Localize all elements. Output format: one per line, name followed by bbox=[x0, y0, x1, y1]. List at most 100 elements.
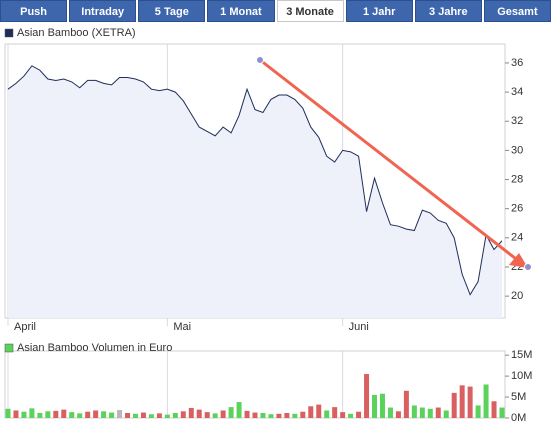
legend-swatch bbox=[4, 28, 14, 38]
volume-bar bbox=[332, 407, 338, 418]
volume-bar bbox=[93, 410, 99, 418]
volume-bar bbox=[372, 394, 378, 418]
plot-area bbox=[4, 350, 506, 419]
volume-bar bbox=[340, 412, 346, 418]
area-fill bbox=[8, 65, 502, 319]
y-tick-label: 28 bbox=[511, 173, 523, 185]
volume-bar bbox=[308, 406, 314, 418]
volume-bar bbox=[252, 412, 258, 418]
volume-bar bbox=[117, 410, 123, 418]
legend-label: Asian Bamboo (XETRA) bbox=[17, 27, 136, 39]
y-tick-label: 36 bbox=[511, 57, 523, 69]
volume-bar bbox=[85, 411, 91, 418]
y-tick-label: 26 bbox=[511, 203, 523, 215]
y-tick-label: 15M bbox=[511, 349, 532, 361]
volume-bar bbox=[475, 405, 481, 418]
volume-bar bbox=[364, 374, 370, 418]
volume-bar bbox=[244, 410, 250, 418]
volume-bar bbox=[292, 413, 298, 418]
volume-bar bbox=[276, 413, 282, 418]
y-tick-label: 32 bbox=[511, 115, 523, 127]
volume-bar bbox=[348, 413, 354, 418]
volume-bar bbox=[316, 404, 322, 418]
arrow-line bbox=[259, 58, 521, 264]
volume-bar bbox=[300, 411, 306, 418]
x-tick-label: Juni bbox=[349, 321, 369, 333]
volume-bar bbox=[411, 405, 417, 418]
volume-bar bbox=[196, 409, 202, 418]
volume-bar bbox=[451, 392, 457, 418]
volume-bar bbox=[443, 410, 449, 418]
volume-bar bbox=[29, 408, 35, 418]
volume-bar bbox=[220, 410, 226, 418]
volume-bar bbox=[395, 411, 401, 418]
volume-bar bbox=[37, 412, 43, 418]
tab[interactable]: Push bbox=[0, 0, 68, 22]
volume-bar bbox=[109, 412, 115, 418]
volume-bar bbox=[164, 414, 170, 418]
tab[interactable]: 5 Tage bbox=[138, 0, 206, 22]
legend-swatch bbox=[4, 343, 14, 353]
tab[interactable]: Gesamt bbox=[483, 0, 551, 22]
volume-bar bbox=[21, 411, 27, 418]
tab[interactable]: 1 Jahr bbox=[345, 0, 413, 22]
tab-bar: Push Intraday 5 Tage 1 Monat 3 Monate 1 … bbox=[0, 0, 551, 22]
volume-bar bbox=[356, 411, 362, 418]
y-tick-label: 5M bbox=[511, 391, 526, 403]
volume-bar bbox=[148, 414, 154, 418]
volume-bar bbox=[156, 413, 162, 418]
volume-bar bbox=[53, 410, 59, 418]
volume-bar bbox=[387, 407, 393, 418]
y-tick-label: 34 bbox=[511, 86, 523, 98]
x-tick-label: Mai bbox=[173, 321, 191, 333]
volume-bar bbox=[324, 410, 330, 418]
volume-bar bbox=[483, 384, 489, 418]
volume-bar bbox=[212, 413, 218, 418]
tab[interactable]: Intraday bbox=[69, 0, 137, 22]
volume-bar bbox=[284, 412, 290, 418]
tab-active[interactable]: 3 Monate bbox=[276, 0, 344, 22]
volume-bar bbox=[172, 412, 178, 418]
x-tick-label: April bbox=[14, 321, 36, 333]
arrow-head bbox=[509, 253, 528, 268]
arrow-handle bbox=[256, 56, 264, 64]
trend-arrow bbox=[256, 56, 532, 271]
volume-bar bbox=[499, 407, 505, 418]
volume-bar bbox=[491, 401, 497, 418]
volume-bar bbox=[125, 412, 131, 418]
volume-bar bbox=[467, 386, 473, 418]
volume-bar bbox=[132, 413, 138, 418]
volume-bar bbox=[403, 390, 409, 418]
y-tick-label: 24 bbox=[511, 232, 523, 244]
volume-bar bbox=[180, 411, 186, 418]
volume-bar bbox=[140, 412, 146, 418]
tab[interactable]: 1 Monat bbox=[207, 0, 275, 22]
volume-bar bbox=[101, 411, 107, 418]
volume-bar bbox=[260, 412, 266, 418]
volume-bar bbox=[379, 393, 385, 418]
volume-bar bbox=[435, 407, 441, 418]
y-tick-label: 0M bbox=[511, 412, 526, 424]
y-tick-label: 20 bbox=[511, 290, 523, 302]
volume-bar bbox=[268, 414, 274, 418]
arrow-handle bbox=[524, 263, 532, 271]
volume-bar bbox=[77, 413, 83, 418]
volume-bar bbox=[427, 408, 433, 418]
volume-bar bbox=[5, 408, 11, 418]
volume-bar bbox=[204, 412, 210, 418]
volume-bar bbox=[419, 407, 425, 418]
tab[interactable]: 3 Jahre bbox=[414, 0, 482, 22]
legend-label: Asian Bamboo Volumen in Euro bbox=[17, 342, 172, 354]
price-line bbox=[7, 65, 503, 296]
y-tick-label: 10M bbox=[511, 370, 532, 382]
volume-bar bbox=[228, 407, 234, 418]
volume-bar bbox=[69, 412, 75, 418]
volume-bar bbox=[13, 410, 19, 418]
volume-bar bbox=[188, 407, 194, 418]
volume-bar bbox=[45, 411, 51, 418]
volume-bar bbox=[61, 409, 67, 418]
volume-bar bbox=[459, 385, 465, 418]
volume-bar bbox=[236, 402, 242, 418]
